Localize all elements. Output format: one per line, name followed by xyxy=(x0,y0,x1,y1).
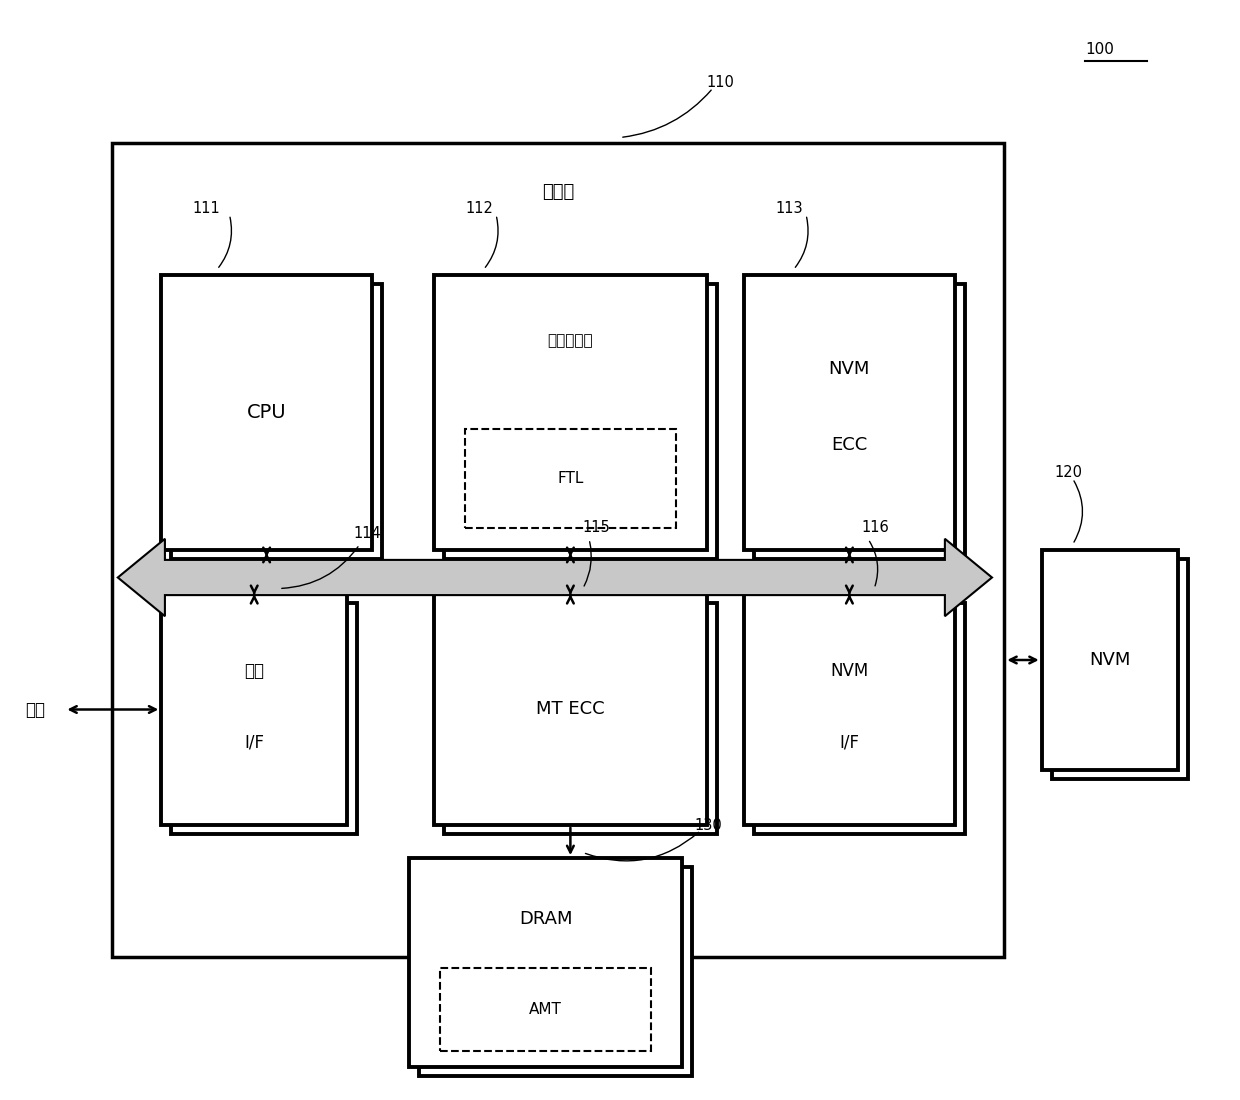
Bar xyxy=(161,594,347,825)
Text: 控制器: 控制器 xyxy=(542,184,574,201)
Text: 113: 113 xyxy=(775,201,802,217)
Bar xyxy=(161,275,372,550)
Bar xyxy=(744,594,955,825)
Text: 120: 120 xyxy=(1054,465,1083,481)
Text: NVM: NVM xyxy=(1089,651,1131,669)
Bar xyxy=(171,603,357,834)
Bar xyxy=(434,275,707,550)
Polygon shape xyxy=(118,539,992,616)
Text: FTL: FTL xyxy=(557,471,584,486)
Text: 114: 114 xyxy=(353,526,381,541)
Text: 110: 110 xyxy=(707,75,734,90)
Text: 116: 116 xyxy=(862,520,889,536)
Bar xyxy=(744,275,955,550)
Bar xyxy=(112,143,1004,957)
Bar xyxy=(434,594,707,825)
Text: MT ECC: MT ECC xyxy=(536,701,605,718)
Bar xyxy=(444,603,717,834)
Bar xyxy=(171,284,382,559)
Bar xyxy=(419,867,692,1076)
Text: NVM: NVM xyxy=(831,662,868,680)
Bar xyxy=(754,603,965,834)
Text: 主机: 主机 xyxy=(25,701,45,718)
Text: 112: 112 xyxy=(465,201,492,217)
Text: I/F: I/F xyxy=(244,734,264,751)
Text: AMT: AMT xyxy=(529,1002,562,1016)
Bar xyxy=(1052,559,1188,779)
Text: 工作存储器: 工作存储器 xyxy=(548,333,593,349)
Bar xyxy=(754,284,965,559)
Text: I/F: I/F xyxy=(839,734,859,751)
Text: NVM: NVM xyxy=(828,360,870,377)
Text: ECC: ECC xyxy=(831,437,868,454)
Text: 115: 115 xyxy=(583,520,610,536)
Bar xyxy=(440,968,651,1050)
Bar xyxy=(444,284,717,559)
Text: 主机: 主机 xyxy=(244,662,264,680)
Bar xyxy=(409,858,682,1067)
Text: 130: 130 xyxy=(694,817,722,833)
Text: DRAM: DRAM xyxy=(518,910,573,927)
Bar xyxy=(1042,550,1178,770)
Bar xyxy=(465,429,676,528)
Text: 111: 111 xyxy=(192,201,219,217)
Text: CPU: CPU xyxy=(247,403,286,422)
Text: 100: 100 xyxy=(1085,42,1114,57)
